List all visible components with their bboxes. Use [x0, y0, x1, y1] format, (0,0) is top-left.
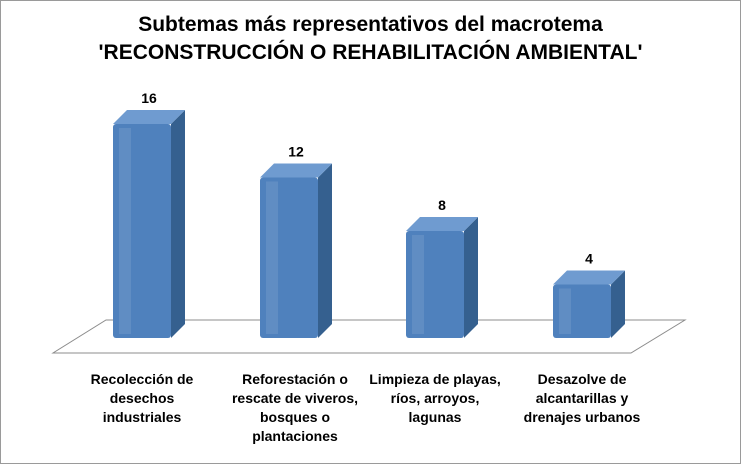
chart-title-block: Subtemas más representativos del macrote… — [1, 11, 740, 67]
bar — [113, 110, 185, 338]
bar-highlight — [266, 181, 278, 334]
bar — [553, 270, 625, 338]
bar-top — [553, 270, 625, 285]
bar-highlight — [119, 128, 131, 334]
data-label: 8 — [438, 197, 446, 213]
bar-front — [260, 177, 318, 338]
bar — [406, 217, 478, 338]
category-label: Reforestación o rescate de viveros, bosq… — [231, 371, 359, 444]
bar-front — [553, 284, 611, 338]
chart-title: Subtemas más representativos del macrote… — [138, 13, 603, 36]
bar-highlight — [412, 235, 424, 334]
data-labels-group: 16 12 8 4 — [141, 90, 593, 267]
bar-side — [611, 270, 625, 338]
bar-side — [464, 217, 478, 338]
category-label: Desazolve de alcantarillas y drenajes ur… — [523, 371, 641, 425]
bar-side — [318, 163, 332, 338]
data-label: 4 — [585, 251, 593, 267]
bar-top — [406, 217, 478, 231]
bars-group — [113, 110, 625, 338]
chart-subtitle: 'RECONSTRUCCIÓN O REHABILITACIÓN AMBIENT… — [98, 41, 643, 64]
category-label: Recolección de desechos industriales — [90, 371, 194, 425]
data-label: 12 — [288, 144, 304, 160]
bar — [260, 163, 332, 338]
bar-top — [260, 163, 332, 178]
chart-floor — [51, 319, 687, 354]
bar-top — [113, 110, 185, 124]
bar-highlight — [559, 288, 571, 334]
bar-front — [406, 231, 464, 338]
category-label: Limpieza de playas, ríos, arroyos, lagun… — [369, 371, 501, 425]
data-label: 16 — [141, 90, 157, 106]
bar-front — [113, 124, 171, 338]
bar-side — [171, 110, 185, 338]
